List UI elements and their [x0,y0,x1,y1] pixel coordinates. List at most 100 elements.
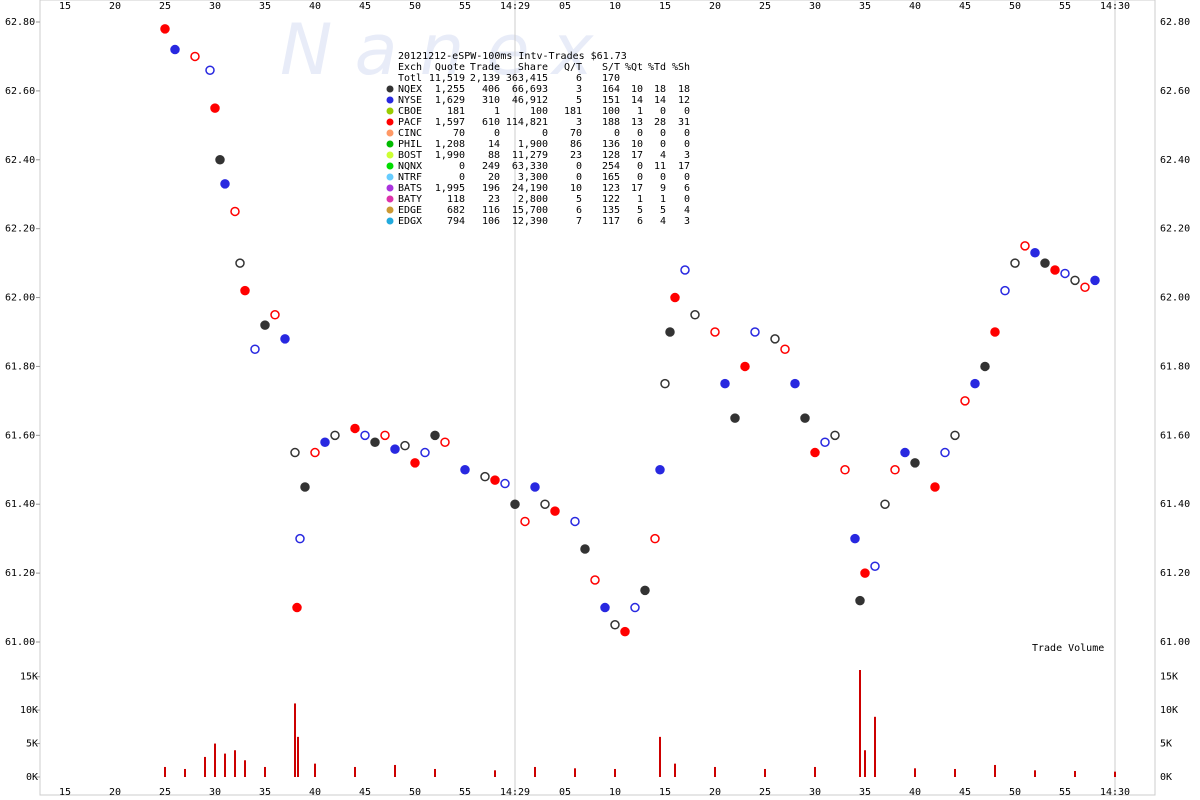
volume-bar [574,768,576,777]
table-cell: 136 [602,139,620,150]
trade-point [890,465,900,475]
trade-point [840,465,850,475]
table-cell: PHIL [398,139,422,150]
table-cell: 7 [576,216,582,227]
table-cell: 9 [660,183,666,194]
legend-marker [386,85,394,93]
table-cell: 11,519 [429,73,465,84]
table-cell: 0 [684,194,690,205]
x-tick-label-bottom: 20 [109,787,121,798]
trade-point [210,103,220,113]
trade-point [855,595,865,606]
table-cell: NTRF [398,172,422,183]
table-cell: EDGX [398,216,422,227]
volume-tick-label-left: 5K [26,739,38,750]
table-cell: 17 [631,150,643,161]
x-tick-label-bottom: 45 [359,787,371,798]
table-cell: 70 [453,128,465,139]
volume-bar [614,768,616,777]
table-cell: 0 [660,128,666,139]
table-cell: 181 [564,106,582,117]
x-tick-label-bottom: 30 [209,787,221,798]
volume-tick-label-right: 5K [1160,739,1172,750]
x-tick-label-top: 35 [259,1,271,12]
table-cell: 1 [494,106,500,117]
table-cell: %Qt [625,62,643,73]
x-tick-label-top: 50 [409,1,421,12]
trade-point [1000,285,1010,296]
volume-tick-label-right: 0K [1160,772,1172,783]
volume-bar [954,768,956,777]
table-cell: Quote [435,62,465,73]
trade-point [520,516,530,527]
x-tick-label-bottom: 14:30 [1100,787,1130,798]
table-cell: NQEX [398,84,422,95]
trade-point [1090,275,1100,286]
table-cell: 0 [459,161,465,172]
table-cell: 0 [542,128,548,139]
trade-point [350,423,360,434]
trade-point [230,206,240,217]
table-cell: Trade [470,62,500,73]
y-tick-label-left: 62.20 [5,224,35,235]
trade-point [670,292,680,303]
table-cell: 116 [482,205,500,216]
volume-bar [297,736,299,777]
legend-marker [386,217,394,225]
table-cell: 3 [576,84,582,95]
table-cell: 86 [570,139,582,150]
trade-point [260,320,270,330]
table-cell: 0 [684,106,690,117]
legend-marker [386,140,394,148]
volume-bar [874,716,876,777]
trade-point [710,327,720,337]
trade-point [970,378,980,389]
x-tick-label-bottom: 50 [1009,787,1021,798]
table-cell: 0 [684,172,690,183]
trade-point [990,327,1000,337]
trade-point [850,533,860,544]
table-cell: 181 [447,106,465,117]
volume-bar [394,764,396,777]
table-cell: 20 [488,172,500,183]
y-tick-label-right: 62.00 [1160,293,1190,304]
trade-point [510,499,520,509]
trade-point [170,44,180,55]
table-cell: Totl [398,73,422,84]
table-cell: 188 [602,117,620,128]
volume-tick-label-left: 0K [26,772,38,783]
table-cell: 310 [482,95,500,106]
y-tick-label-right: 61.00 [1160,637,1190,648]
trade-point [460,465,470,475]
trade-point [650,533,660,544]
table-cell: 0 [459,172,465,183]
trade-point [630,602,640,613]
table-cell: 17 [631,183,643,194]
table-cell: Exch [398,62,422,73]
table-cell: 106 [482,216,500,227]
table-cell: BATS [398,183,422,194]
trade-point [250,344,260,354]
trade-point [620,626,630,637]
table-cell: 17 [678,161,690,172]
y-tick-label-left: 62.60 [5,86,35,97]
trade-point [215,155,225,165]
table-cell: 18 [678,84,690,95]
table-cell: 100 [530,106,548,117]
trade-point [720,378,730,389]
table-cell: 10 [631,139,643,150]
table-cell: 1 [660,194,666,205]
volume-bar [354,766,356,777]
y-tick-label-right: 62.40 [1160,155,1190,166]
table-cell: 1,900 [518,139,548,150]
x-tick-label-bottom: 05 [559,787,571,798]
y-tick-label-left: 62.00 [5,293,35,304]
table-cell: 0 [684,139,690,150]
table-cell: 151 [602,95,620,106]
trade-point [240,285,250,296]
table-cell: 70 [570,128,582,139]
volume-bar [864,750,866,777]
volume-bar [714,766,716,777]
y-tick-label-left: 61.60 [5,430,35,441]
